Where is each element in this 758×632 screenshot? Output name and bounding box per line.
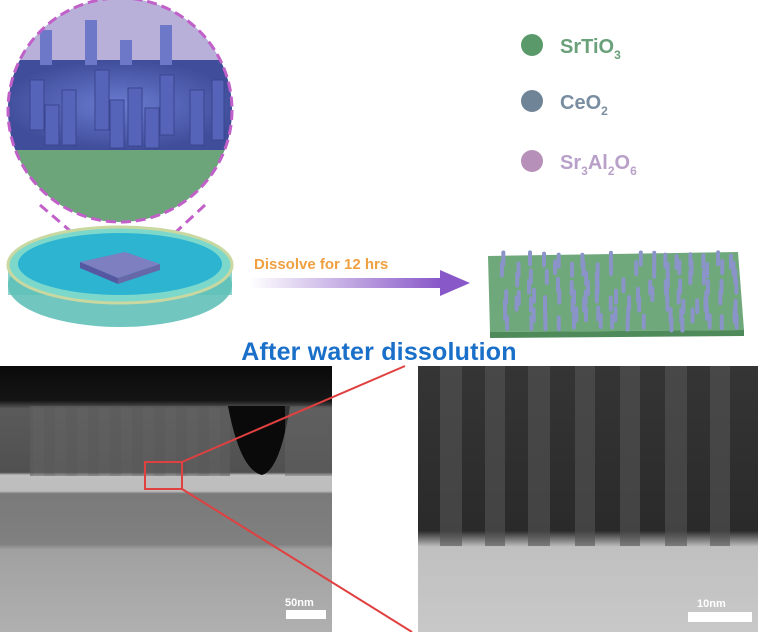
- nanopillar: [637, 296, 642, 313]
- nanopillar: [609, 260, 614, 277]
- legend-label-srtio3: SrTiO3: [560, 36, 621, 62]
- zoom-region-box: [144, 461, 183, 490]
- dashed-circle-outline: [6, 0, 234, 224]
- nanopillar: [594, 287, 599, 304]
- nanopillar: [652, 262, 657, 279]
- nanopillar: [598, 313, 603, 330]
- nanopillar: [514, 295, 519, 312]
- arrow-head: [440, 270, 470, 296]
- nanopillar: [557, 288, 562, 305]
- nanopillar: [720, 259, 725, 276]
- nanopillar: [621, 277, 626, 294]
- scale-label-left: 50nm: [285, 597, 314, 609]
- nanopillar: [584, 306, 589, 323]
- nanopillar: [719, 314, 724, 331]
- nanopillar: [665, 295, 670, 312]
- nanopillar: [705, 261, 710, 278]
- nanopillar: [528, 250, 533, 267]
- nanopillar: [527, 278, 532, 295]
- nanopillar: [690, 307, 695, 324]
- nanopillar: [571, 313, 576, 330]
- nanopillar: [505, 315, 510, 332]
- section-title: After water dissolution: [241, 338, 517, 366]
- arrow-label: Dissolve for 12 hrs: [254, 256, 389, 273]
- scale-label-right: 10nm: [697, 598, 726, 610]
- zoom-line-bottom: [181, 488, 413, 632]
- nanopillar: [610, 313, 615, 330]
- nanopillar: [652, 250, 657, 267]
- legend-label-ceo2: CeO2: [560, 92, 608, 118]
- legend-marker-sr3al2o6: [521, 150, 543, 172]
- nanopillar: [625, 315, 630, 332]
- nanopillar: [701, 269, 706, 286]
- nanopillar: [543, 315, 548, 332]
- nanopillar: [695, 298, 700, 315]
- nanopillar: [529, 314, 534, 331]
- nanopillar: [556, 315, 561, 332]
- scale-bar-left: [286, 610, 326, 619]
- nanopillar: [734, 278, 739, 295]
- nanopillar: [570, 261, 575, 278]
- nanopillar: [641, 313, 646, 330]
- nanopillar: [544, 269, 549, 286]
- nanopillar: [676, 288, 681, 305]
- nanopillar: [613, 306, 618, 323]
- nanopillar: [669, 316, 674, 333]
- nanopillar: [553, 259, 558, 276]
- nanopillar: [677, 259, 682, 276]
- petri-dish-illustration: [6, 225, 234, 327]
- sem-image-overview: [0, 366, 332, 632]
- nanopillar: [707, 313, 712, 330]
- nanopillar: [638, 250, 643, 267]
- nanopillar: [613, 288, 618, 305]
- zoom-line-top: [181, 365, 406, 463]
- nanopillar: [608, 295, 613, 312]
- sem-image-magnified: [418, 366, 758, 632]
- legend: SrTiO3 CeO2 Sr3Al2O6: [521, 34, 637, 178]
- legend-label-sr3al2o6: Sr3Al2O6: [560, 152, 637, 178]
- nanopillar: [718, 289, 723, 306]
- scale-bar-right: [688, 612, 752, 622]
- nanopillar: [650, 286, 655, 303]
- nanopillar: [634, 260, 639, 277]
- nanopillar: [680, 316, 685, 333]
- nanopillar: [556, 252, 561, 269]
- legend-marker-ceo2: [521, 90, 543, 112]
- nanopillar: [499, 261, 504, 278]
- nanopillar: [716, 250, 721, 267]
- substrate-with-nanopillars: [488, 250, 744, 338]
- legend-marker-srtio3: [521, 34, 543, 56]
- nanopillar: [570, 297, 575, 314]
- nanopillar: [734, 313, 739, 330]
- nanopillar: [701, 253, 706, 270]
- nanopillar: [515, 271, 520, 288]
- magnified-structure-circle: [8, 0, 232, 222]
- nanopillar: [542, 251, 547, 268]
- process-arrow: [250, 278, 440, 288]
- nanopillar: [688, 269, 693, 286]
